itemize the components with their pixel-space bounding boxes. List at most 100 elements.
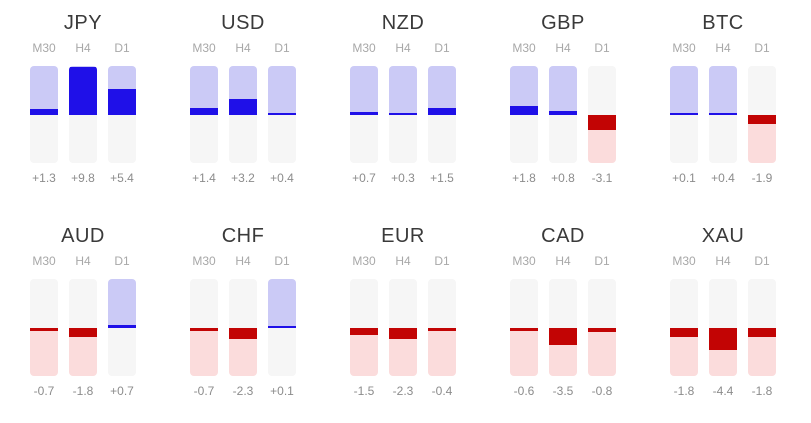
strength-bar xyxy=(190,279,218,376)
strength-value: -3.5 xyxy=(552,384,574,398)
bar-lower-track xyxy=(350,328,378,376)
meter-columns: M30 -0.7 H4 -1.8 D1 +0.7 xyxy=(3,253,163,399)
bar-fill xyxy=(389,328,417,340)
strength-bar xyxy=(670,279,698,376)
bar-lower-track xyxy=(670,115,698,163)
bar-lower-track xyxy=(510,328,538,376)
strength-value: -2.3 xyxy=(232,384,254,398)
meter-title: CAD xyxy=(541,225,585,247)
strength-value: -1.8 xyxy=(72,384,94,398)
bar-fill xyxy=(30,328,58,332)
strength-value: -2.3 xyxy=(392,384,414,398)
bar-upper-track xyxy=(588,66,616,115)
bar-fill xyxy=(350,111,378,115)
bar-fill xyxy=(709,112,737,115)
strength-bar xyxy=(268,66,296,163)
strength-value: +0.4 xyxy=(711,171,735,185)
strength-bar xyxy=(428,66,456,163)
strength-bar xyxy=(670,66,698,163)
bar-fill xyxy=(389,112,417,115)
timeframe-label: M30 xyxy=(192,254,216,268)
meter-panel-nzd: NZD M30 +0.7 H4 +0.3 D1 +1.5 xyxy=(323,10,483,186)
meter-columns: M30 +0.1 H4 +0.4 D1 -1.9 xyxy=(643,40,803,186)
strength-bar xyxy=(709,279,737,376)
bar-lower-track xyxy=(190,115,218,163)
timeframe-label: H4 xyxy=(715,41,731,55)
timeframe-label: H4 xyxy=(235,254,251,268)
bar-fill xyxy=(229,99,257,115)
timeframe-column-m30: M30 +0.7 xyxy=(350,40,378,186)
bar-fill xyxy=(709,328,737,350)
strength-bar xyxy=(549,279,577,376)
bar-fill xyxy=(190,108,218,115)
bar-lower-track xyxy=(428,328,456,376)
timeframe-column-h4: H4 +0.3 xyxy=(389,40,417,186)
meter-panel-cad: CAD M30 -0.6 H4 -3.5 D1 -0.8 xyxy=(483,223,643,399)
bar-lower-track xyxy=(389,115,417,163)
bar-upper-track xyxy=(350,279,378,328)
timeframe-column-h4: H4 +3.2 xyxy=(229,40,257,186)
meter-panel-usd: USD M30 +1.4 H4 +3.2 D1 +0.4 xyxy=(163,10,323,186)
timeframe-label: M30 xyxy=(32,41,56,55)
bar-upper-track xyxy=(108,279,136,328)
bar-fill xyxy=(510,106,538,115)
timeframe-label: H4 xyxy=(555,41,571,55)
strength-bar xyxy=(229,66,257,163)
strength-value: +0.1 xyxy=(672,171,696,185)
strength-bar xyxy=(350,279,378,376)
bar-upper-track xyxy=(389,279,417,328)
bar-fill xyxy=(748,115,776,125)
strength-value: -3.1 xyxy=(591,171,613,185)
bar-fill xyxy=(268,325,296,328)
meter-columns: M30 +1.3 H4 +9.8 D1 +5.4 xyxy=(3,40,163,186)
bar-fill xyxy=(108,324,136,328)
bar-lower-track xyxy=(588,328,616,376)
bar-upper-track xyxy=(670,279,698,328)
bar-upper-track xyxy=(190,66,218,115)
timeframe-column-h4: H4 -2.3 xyxy=(389,253,417,399)
strength-bar xyxy=(389,279,417,376)
bar-fill xyxy=(350,328,378,336)
timeframe-label: D1 xyxy=(434,41,450,55)
timeframe-label: D1 xyxy=(754,41,770,55)
bar-fill xyxy=(588,328,616,332)
timeframe-column-h4: H4 +0.8 xyxy=(549,40,577,186)
meter-title: GBP xyxy=(541,12,585,34)
timeframe-column-m30: M30 +1.4 xyxy=(190,40,218,186)
bar-upper-track xyxy=(670,66,698,115)
timeframe-column-m30: M30 +1.3 xyxy=(30,40,58,186)
meter-columns: M30 +1.8 H4 +0.8 D1 -3.1 xyxy=(483,40,643,186)
timeframe-column-m30: M30 -1.8 xyxy=(670,253,698,399)
strength-bar xyxy=(510,279,538,376)
strength-bar xyxy=(748,66,776,163)
bar-upper-track xyxy=(748,279,776,328)
timeframe-label: D1 xyxy=(274,41,290,55)
strength-value: -0.7 xyxy=(193,384,215,398)
timeframe-label: H4 xyxy=(395,41,411,55)
meter-panel-xau: XAU M30 -1.8 H4 -4.4 D1 -1.8 xyxy=(643,223,803,399)
bar-lower-track xyxy=(108,328,136,376)
strength-value: +0.8 xyxy=(551,171,575,185)
timeframe-label: M30 xyxy=(192,41,216,55)
bar-fill xyxy=(428,328,456,331)
strength-bar xyxy=(229,279,257,376)
strength-bar xyxy=(108,279,136,376)
bar-upper-track xyxy=(268,66,296,115)
bar-lower-track xyxy=(30,328,58,376)
timeframe-label: D1 xyxy=(114,41,130,55)
strength-value: +1.8 xyxy=(512,171,536,185)
bar-upper-track xyxy=(30,279,58,328)
timeframe-label: H4 xyxy=(555,254,571,268)
timeframe-label: D1 xyxy=(754,254,770,268)
meter-title: NZD xyxy=(381,12,425,34)
bar-lower-track xyxy=(709,115,737,163)
timeframe-column-d1: D1 +0.4 xyxy=(268,40,296,186)
bar-fill xyxy=(549,328,577,346)
timeframe-label: H4 xyxy=(75,41,91,55)
bar-fill xyxy=(69,328,97,337)
timeframe-column-d1: D1 -3.1 xyxy=(588,40,616,186)
timeframe-label: M30 xyxy=(512,254,536,268)
strength-value: +1.3 xyxy=(32,171,56,185)
bar-upper-track xyxy=(709,279,737,328)
bar-lower-track xyxy=(510,115,538,163)
